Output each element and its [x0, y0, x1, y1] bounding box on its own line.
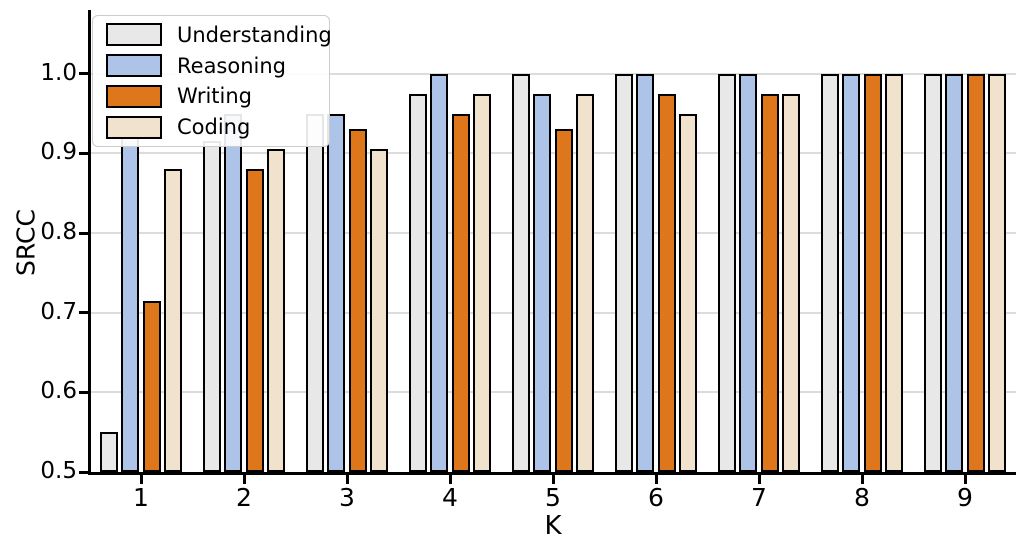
legend-label-reasoning: Reasoning [177, 53, 287, 78]
x-tick-5 [551, 475, 555, 484]
gridline-y-0.9 [91, 152, 1016, 155]
y-tick-0.6 [79, 390, 88, 394]
bar-coding-k9 [988, 73, 1007, 472]
y-tick-label-1.0: 1.0 [40, 59, 77, 86]
bar-coding-k5 [576, 93, 595, 472]
bar-coding-k3 [370, 149, 389, 472]
x-tick-label-7: 7 [751, 483, 767, 512]
bar-writing-k3 [348, 129, 367, 472]
bar-writing-k5 [554, 129, 573, 472]
legend-swatch-understanding-icon [106, 23, 162, 47]
x-tick-3 [345, 475, 349, 484]
x-tick-4 [448, 475, 452, 484]
x-tick-label-6: 6 [648, 483, 664, 512]
legend-swatch-reasoning-icon [106, 54, 162, 78]
bar-understanding-k8 [820, 73, 839, 472]
y-tick-label-0.8: 0.8 [40, 219, 77, 246]
legend-swatch-coding-icon [106, 115, 162, 139]
x-tick-1 [139, 475, 143, 484]
bar-reasoning-k4 [430, 73, 449, 472]
bar-coding-k1 [164, 169, 183, 472]
legend-swatch-writing-icon [106, 84, 162, 108]
y-tick-0.9 [79, 151, 88, 155]
bar-reasoning-k2 [224, 113, 243, 472]
bar-understanding-k6 [614, 73, 633, 472]
x-tick-label-2: 2 [236, 483, 252, 512]
plot-area [91, 10, 1016, 472]
bar-understanding-k4 [408, 93, 427, 472]
bar-coding-k2 [267, 149, 286, 472]
bar-reasoning-k9 [945, 73, 964, 472]
y-tick-label-0.6: 0.6 [40, 378, 77, 405]
y-tick-1.0 [79, 72, 88, 76]
x-tick-2 [242, 475, 246, 484]
x-tick-6 [654, 475, 658, 484]
legend-item-reasoning: Reasoning [106, 52, 329, 80]
gridline-y-0.6 [91, 391, 1016, 394]
bar-writing-k4 [451, 113, 470, 472]
bar-writing-k7 [760, 93, 779, 472]
bar-reasoning-k8 [842, 73, 861, 472]
x-tick-label-8: 8 [854, 483, 870, 512]
x-tick-label-4: 4 [442, 483, 458, 512]
y-tick-label-0.7: 0.7 [40, 298, 77, 325]
legend-item-understanding: Understanding [106, 21, 332, 49]
bar-understanding-k7 [717, 73, 736, 472]
y-tick-label-0.9: 0.9 [40, 139, 77, 166]
bar-writing-k6 [657, 93, 676, 472]
x-tick-9 [963, 475, 967, 484]
gridline-y-0.8 [91, 232, 1016, 235]
bar-coding-k6 [679, 113, 698, 472]
gridline-y-1.0 [91, 72, 1016, 75]
bar-writing-k8 [863, 73, 882, 472]
y-axis-spine [88, 10, 91, 475]
bar-writing-k1 [142, 300, 161, 472]
bar-reasoning-k7 [739, 73, 758, 472]
legend-label-coding: Coding [177, 115, 251, 140]
bar-writing-k2 [245, 169, 264, 472]
legend-label-understanding: Understanding [177, 22, 332, 47]
bar-reasoning-k6 [636, 73, 655, 472]
bar-coding-k7 [782, 93, 801, 472]
y-tick-0.7 [79, 311, 88, 315]
legend-item-coding: Coding [106, 113, 329, 141]
legend: Understanding Reasoning Writing Coding [92, 15, 332, 147]
x-tick-label-3: 3 [339, 483, 355, 512]
x-tick-8 [860, 475, 864, 484]
bar-coding-k4 [473, 93, 492, 472]
x-tick-label-9: 9 [957, 483, 973, 512]
bar-understanding-k2 [202, 141, 221, 472]
x-axis-label: K [544, 511, 562, 541]
bar-writing-k9 [966, 73, 985, 472]
x-tick-7 [757, 475, 761, 484]
bar-reasoning-k5 [533, 93, 552, 472]
bar-understanding-k9 [923, 73, 942, 472]
x-tick-label-5: 5 [545, 483, 561, 512]
bar-understanding-k5 [511, 73, 530, 472]
x-tick-label-1: 1 [133, 483, 149, 512]
bar-reasoning-k3 [327, 113, 346, 472]
gridline-y-0.7 [91, 311, 1016, 314]
y-tick-0.8 [79, 231, 88, 235]
x-axis-spine [88, 472, 1016, 475]
legend-label-writing: Writing [177, 84, 252, 109]
bar-reasoning-k1 [121, 137, 140, 472]
y-tick-0.5 [79, 470, 88, 474]
y-tick-label-0.5: 0.5 [40, 458, 77, 484]
bar-understanding-k1 [99, 432, 118, 472]
bar-coding-k8 [885, 73, 904, 472]
bar-understanding-k3 [305, 113, 324, 472]
legend-item-writing: Writing [106, 82, 329, 110]
